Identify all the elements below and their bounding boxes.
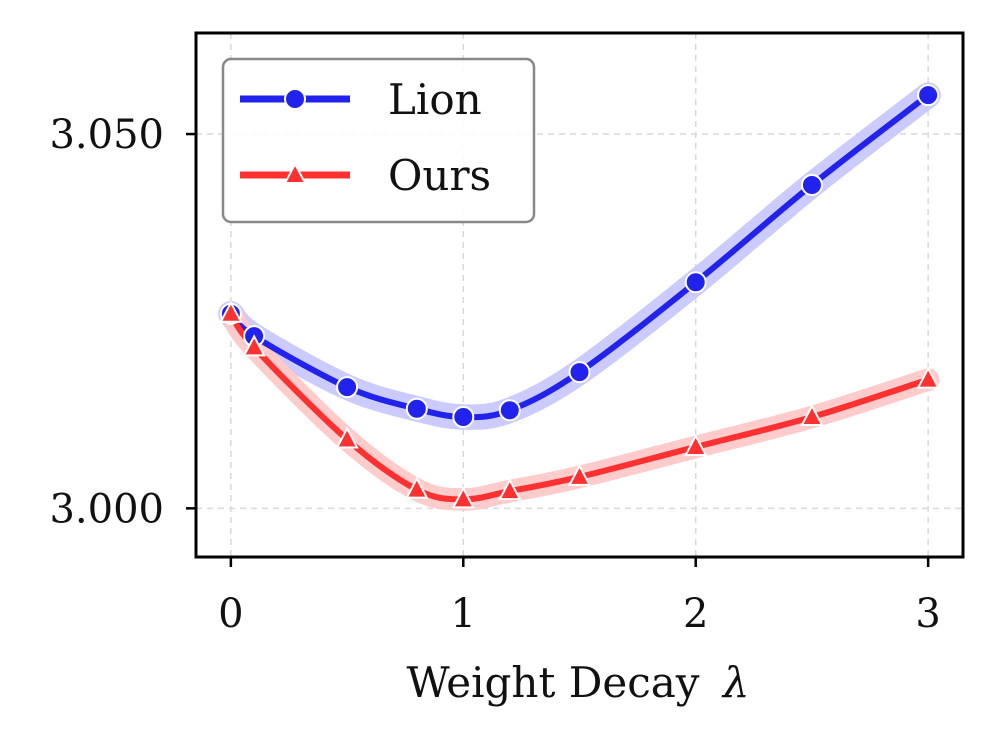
- y-tick-label-1: 3.050: [49, 112, 164, 158]
- legend-ours-label: Ours: [388, 151, 491, 200]
- x-tick-label-3: 3: [915, 591, 940, 637]
- y-axis-ticks: 3.000 3.050: [49, 112, 196, 532]
- lion-point-3: [405, 397, 428, 420]
- ours-point-3: [405, 476, 429, 499]
- ours-point-5: [498, 477, 522, 501]
- ours-point-6: [567, 463, 592, 486]
- ours-line: [227, 310, 932, 503]
- plot-frame: [194, 31, 965, 559]
- legend-lion-label: Lion: [388, 75, 482, 124]
- ours-point-1: [242, 334, 266, 357]
- legend-ours-marker: [283, 161, 307, 184]
- ours-point-8: [800, 403, 824, 427]
- data-points: [219, 84, 940, 509]
- x-tick-label-1: 1: [451, 591, 476, 637]
- lion-point-5: [498, 399, 521, 422]
- ours-point-4: [451, 486, 475, 509]
- y-tick-label-0: 3.000: [49, 486, 164, 532]
- ours-point-2: [335, 426, 359, 449]
- x-tick-label-2: 2: [683, 591, 708, 637]
- lambda-symbol: λ: [721, 658, 750, 707]
- lion-point-4: [452, 406, 475, 429]
- legend: Lion Ours: [221, 57, 536, 224]
- ours-point-9: [916, 366, 940, 389]
- ours-point-0: [219, 300, 243, 323]
- lion-point-8: [800, 173, 823, 196]
- lion-point-7: [684, 271, 707, 294]
- lion-point-9: [917, 84, 940, 107]
- x-axis-title-text: Weight Decay: [407, 658, 700, 707]
- x-tick-label-0: 0: [218, 591, 243, 637]
- legend-lion-marker: [284, 88, 306, 110]
- lion-point-6: [568, 361, 591, 384]
- grid-lines: [196, 33, 963, 557]
- lion-point-2: [336, 376, 359, 399]
- x-axis-title: Weight Decay λ: [407, 658, 750, 707]
- ours-point-7: [684, 433, 708, 456]
- x-axis-ticks: 0 1 2 3: [218, 557, 941, 637]
